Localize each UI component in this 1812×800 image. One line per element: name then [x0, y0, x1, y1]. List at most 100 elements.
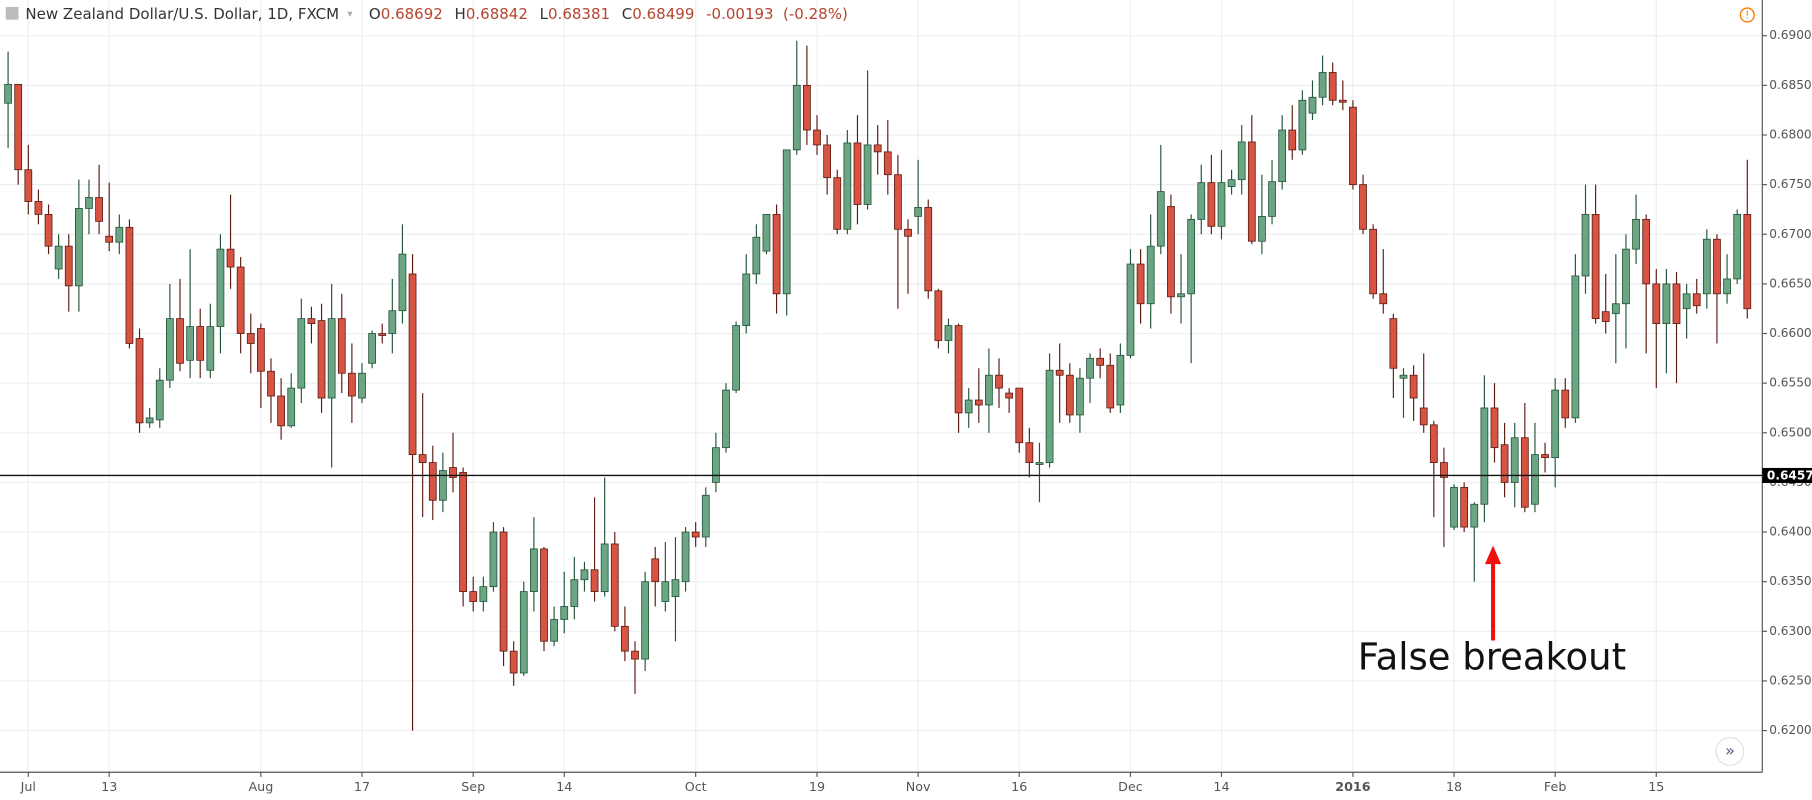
candle-body	[1015, 387, 1024, 444]
candle-body	[499, 531, 508, 652]
candle-body	[257, 328, 265, 372]
candle-body	[408, 273, 417, 456]
candle-body	[1298, 99, 1307, 151]
candle-body	[1581, 214, 1590, 277]
candle-body	[348, 372, 356, 397]
candle-body	[277, 395, 285, 427]
candle-body	[1409, 374, 1418, 399]
candle-body	[246, 333, 255, 344]
candle-body	[1702, 238, 1711, 295]
candle-body	[115, 226, 124, 243]
candle-body	[1349, 106, 1357, 186]
candle-body	[34, 201, 43, 215]
candle-body	[1217, 182, 1226, 227]
x-tick-label: 17	[354, 779, 370, 794]
price-tag-label: 0.64570	[1767, 469, 1812, 483]
candle-body	[1247, 141, 1256, 242]
candle-body	[944, 325, 953, 341]
candle-body	[418, 454, 427, 463]
candle-body	[64, 245, 73, 287]
candle-body	[267, 370, 275, 397]
candle-body	[782, 149, 791, 295]
candle-body	[1086, 357, 1094, 379]
x-tick-label: Oct	[685, 779, 707, 794]
candle-body	[1359, 184, 1367, 230]
x-tick-label: 14	[556, 779, 572, 794]
price-tag	[1762, 467, 1812, 483]
candle-body	[570, 579, 579, 607]
candle-body	[792, 84, 801, 151]
candle-body	[752, 236, 761, 275]
candle-body	[1733, 214, 1742, 280]
candle-body	[1237, 141, 1246, 181]
candle-body	[155, 379, 164, 421]
candle-body	[449, 467, 457, 478]
scroll-button[interactable]	[1715, 736, 1745, 766]
x-tick-label: Nov	[906, 779, 931, 794]
x-tick-label: 14	[1213, 779, 1229, 794]
dropdown[interactable]: ▾	[347, 8, 353, 20]
candle-body	[1743, 214, 1752, 310]
candle-body	[74, 208, 83, 287]
candle-body	[701, 494, 710, 538]
candle-body	[1399, 374, 1408, 379]
candle-body	[1571, 275, 1580, 419]
x-tick-label: Jul	[20, 779, 36, 794]
symbol-icon[interactable]	[5, 6, 19, 20]
candle-body	[519, 591, 528, 674]
candle-body	[853, 142, 862, 205]
candle-body	[327, 318, 336, 399]
close-label: C	[622, 4, 632, 22]
candle-body	[459, 472, 467, 593]
candle-body	[772, 214, 781, 295]
arrow-head	[1484, 545, 1502, 565]
candle-body	[580, 569, 589, 581]
candle-body	[974, 399, 983, 406]
candle-body	[1541, 454, 1549, 459]
candle-body	[287, 387, 296, 427]
candle-body	[1187, 218, 1196, 295]
candle-body	[1268, 181, 1276, 217]
candle-body	[489, 531, 498, 588]
candle-body	[1591, 214, 1600, 320]
candle-body	[1258, 215, 1266, 242]
candle-body	[1278, 129, 1287, 183]
candle-body	[610, 543, 619, 627]
close-value: 0.68499	[632, 4, 694, 22]
candle-body	[105, 235, 114, 243]
candle-body	[843, 142, 852, 230]
y-tick-label: 0.69000	[1769, 28, 1812, 42]
x-tick-label: 19	[809, 779, 825, 794]
candle-body	[297, 318, 306, 389]
candle-body	[995, 374, 1003, 389]
candle-body	[681, 531, 690, 583]
candle-body	[1652, 283, 1661, 324]
candle-body	[1197, 182, 1206, 220]
alert-icon[interactable]	[1739, 7, 1755, 23]
candle-body	[176, 318, 184, 364]
candle-body	[439, 470, 447, 501]
candle-body	[873, 144, 882, 153]
candle-body	[742, 273, 751, 326]
candle-body	[1116, 354, 1125, 406]
open-label: O	[369, 4, 381, 22]
candle-body	[1106, 364, 1115, 409]
candle-body	[1389, 318, 1398, 369]
candle-body	[712, 447, 720, 483]
candle-body	[550, 618, 558, 642]
candle-body	[631, 650, 639, 660]
candle-body	[1450, 486, 1458, 528]
candle-body	[14, 83, 23, 171]
x-tick-label: 13	[101, 779, 117, 794]
